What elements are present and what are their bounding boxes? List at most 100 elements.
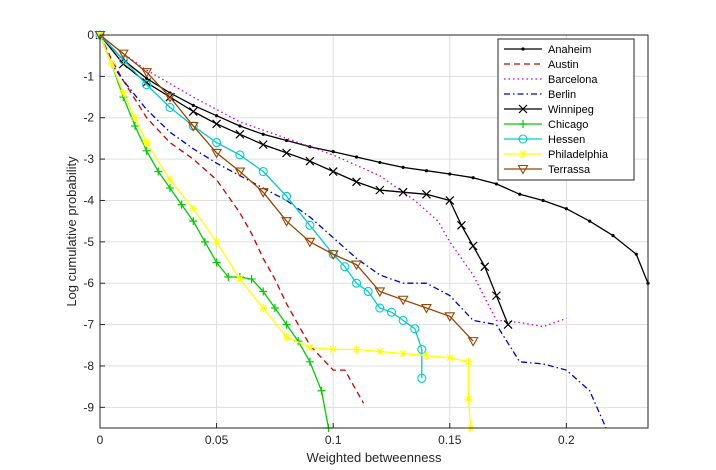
- data-point-hessen: [165, 102, 175, 112]
- legend-label: Barcelona: [548, 74, 598, 86]
- legend-label: Philadelphia: [548, 149, 609, 161]
- data-point-winnipeg: [492, 291, 501, 301]
- data-point-philadelphia: [445, 353, 454, 362]
- legend-item-austin: Austin: [504, 59, 579, 71]
- data-point-chicago: [142, 146, 151, 155]
- legend-item-philadelphia: Philadelphia: [504, 149, 609, 161]
- data-point-philadelphia: [165, 175, 174, 184]
- data-point-anaheim: [284, 138, 289, 143]
- data-point-terrassa: [304, 237, 316, 248]
- data-point-terrassa: [187, 121, 199, 132]
- data-point-winnipeg: [305, 156, 315, 166]
- data-point-hessen: [235, 150, 245, 160]
- series-chicago: [96, 31, 333, 432]
- data-point-chicago: [165, 184, 174, 193]
- x-tick-label: 0.2: [558, 433, 575, 447]
- data-point-winnipeg: [457, 220, 466, 230]
- y-tick-label: -3: [83, 152, 94, 166]
- legend-item-winnipeg: Winnipeg: [504, 104, 594, 116]
- data-point-anaheim: [518, 192, 522, 196]
- data-point-winnipeg: [422, 189, 431, 199]
- data-point-terrassa: [374, 287, 386, 298]
- series-austin: [99, 34, 365, 404]
- data-point-anaheim: [214, 114, 219, 118]
- data-point-chicago: [305, 357, 314, 366]
- legend-label: Berlin: [548, 89, 576, 101]
- y-tick-label: -7: [83, 318, 94, 332]
- legend-label: Anaheim: [548, 44, 591, 56]
- series-berlin: [99, 34, 607, 429]
- data-point-anaheim: [145, 76, 149, 81]
- series-line-berlin: [99, 34, 607, 429]
- data-point-chicago: [212, 258, 221, 267]
- data-point-philadelphia: [130, 113, 139, 122]
- series-line-austin: [99, 34, 365, 404]
- data-point-winnipeg: [282, 148, 291, 158]
- data-point-hessen: [386, 307, 397, 317]
- data-point-philadelphia: [212, 237, 221, 246]
- data-point-philadelphia: [282, 332, 291, 341]
- axes-box: [99, 34, 649, 429]
- data-point-anaheim: [401, 165, 405, 169]
- data-point-philadelphia: [399, 349, 408, 358]
- data-point-hessen: [258, 166, 268, 177]
- data-point-philadelphia: [352, 345, 361, 354]
- data-point-hessen: [417, 344, 427, 354]
- legend-marker: [517, 164, 529, 175]
- data-point-chicago: [154, 167, 163, 176]
- legend-marker: [521, 47, 525, 51]
- data-point-winnipeg: [503, 320, 513, 330]
- grid: [99, 34, 648, 428]
- legend-item-chicago: Chicago: [504, 119, 588, 131]
- data-point-chicago: [259, 287, 268, 296]
- legend-label: Hessen: [548, 134, 585, 146]
- data-point-hessen: [282, 191, 292, 201]
- data-point-terrassa: [234, 167, 246, 178]
- legend-item-berlin: Berlin: [504, 89, 576, 101]
- data-point-anaheim: [588, 219, 592, 223]
- data-point-chicago: [177, 200, 186, 209]
- data-point-hessen: [417, 373, 427, 383]
- legend-label: Winnipeg: [548, 104, 594, 116]
- data-point-winnipeg: [235, 129, 245, 139]
- data-point-anaheim: [634, 252, 638, 256]
- series-line-hessen: [99, 34, 423, 379]
- legend-marker: [519, 120, 527, 128]
- data-point-winnipeg: [468, 241, 478, 251]
- data-point-anaheim: [541, 198, 545, 203]
- data-point-winnipeg: [188, 107, 198, 116]
- data-point-terrassa: [421, 303, 432, 314]
- data-point-terrassa: [444, 312, 456, 322]
- data-point-winnipeg: [398, 187, 408, 197]
- y-axis-label: Log cumulative probability: [64, 156, 79, 307]
- data-point-anaheim: [494, 182, 499, 186]
- data-point-philadelphia: [422, 351, 431, 360]
- x-tick-label: 0.05: [205, 433, 229, 447]
- data-point-anaheim: [354, 155, 359, 159]
- data-point-winnipeg: [352, 177, 361, 187]
- y-tick-label: -6: [83, 276, 94, 290]
- data-point-hessen: [305, 220, 315, 230]
- data-point-chicago: [270, 304, 279, 313]
- data-point-philadelphia: [142, 138, 151, 147]
- data-point-winnipeg: [258, 140, 268, 150]
- data-point-winnipeg: [375, 185, 385, 195]
- data-point-terrassa: [117, 49, 129, 60]
- data-point-chicago: [224, 273, 233, 282]
- data-point-philadelphia: [107, 59, 116, 68]
- data-point-philadelphia: [329, 345, 338, 354]
- data-point-philadelphia: [464, 395, 473, 404]
- data-point-chicago: [200, 237, 209, 246]
- y-tick-label: -4: [83, 193, 94, 207]
- data-point-terrassa: [281, 217, 292, 227]
- data-point-anaheim: [378, 160, 382, 165]
- legend-item-hessen: Hessen: [504, 134, 585, 146]
- data-point-anaheim: [471, 176, 475, 180]
- x-axis-label: Weighted betweenness: [307, 450, 442, 465]
- legend-label: Chicago: [548, 119, 588, 131]
- data-point-hessen: [398, 315, 408, 325]
- data-point-terrassa: [397, 295, 409, 306]
- legend-marker: [519, 150, 527, 158]
- data-point-philadelphia: [189, 204, 198, 213]
- legend-label: Terrassa: [548, 164, 591, 176]
